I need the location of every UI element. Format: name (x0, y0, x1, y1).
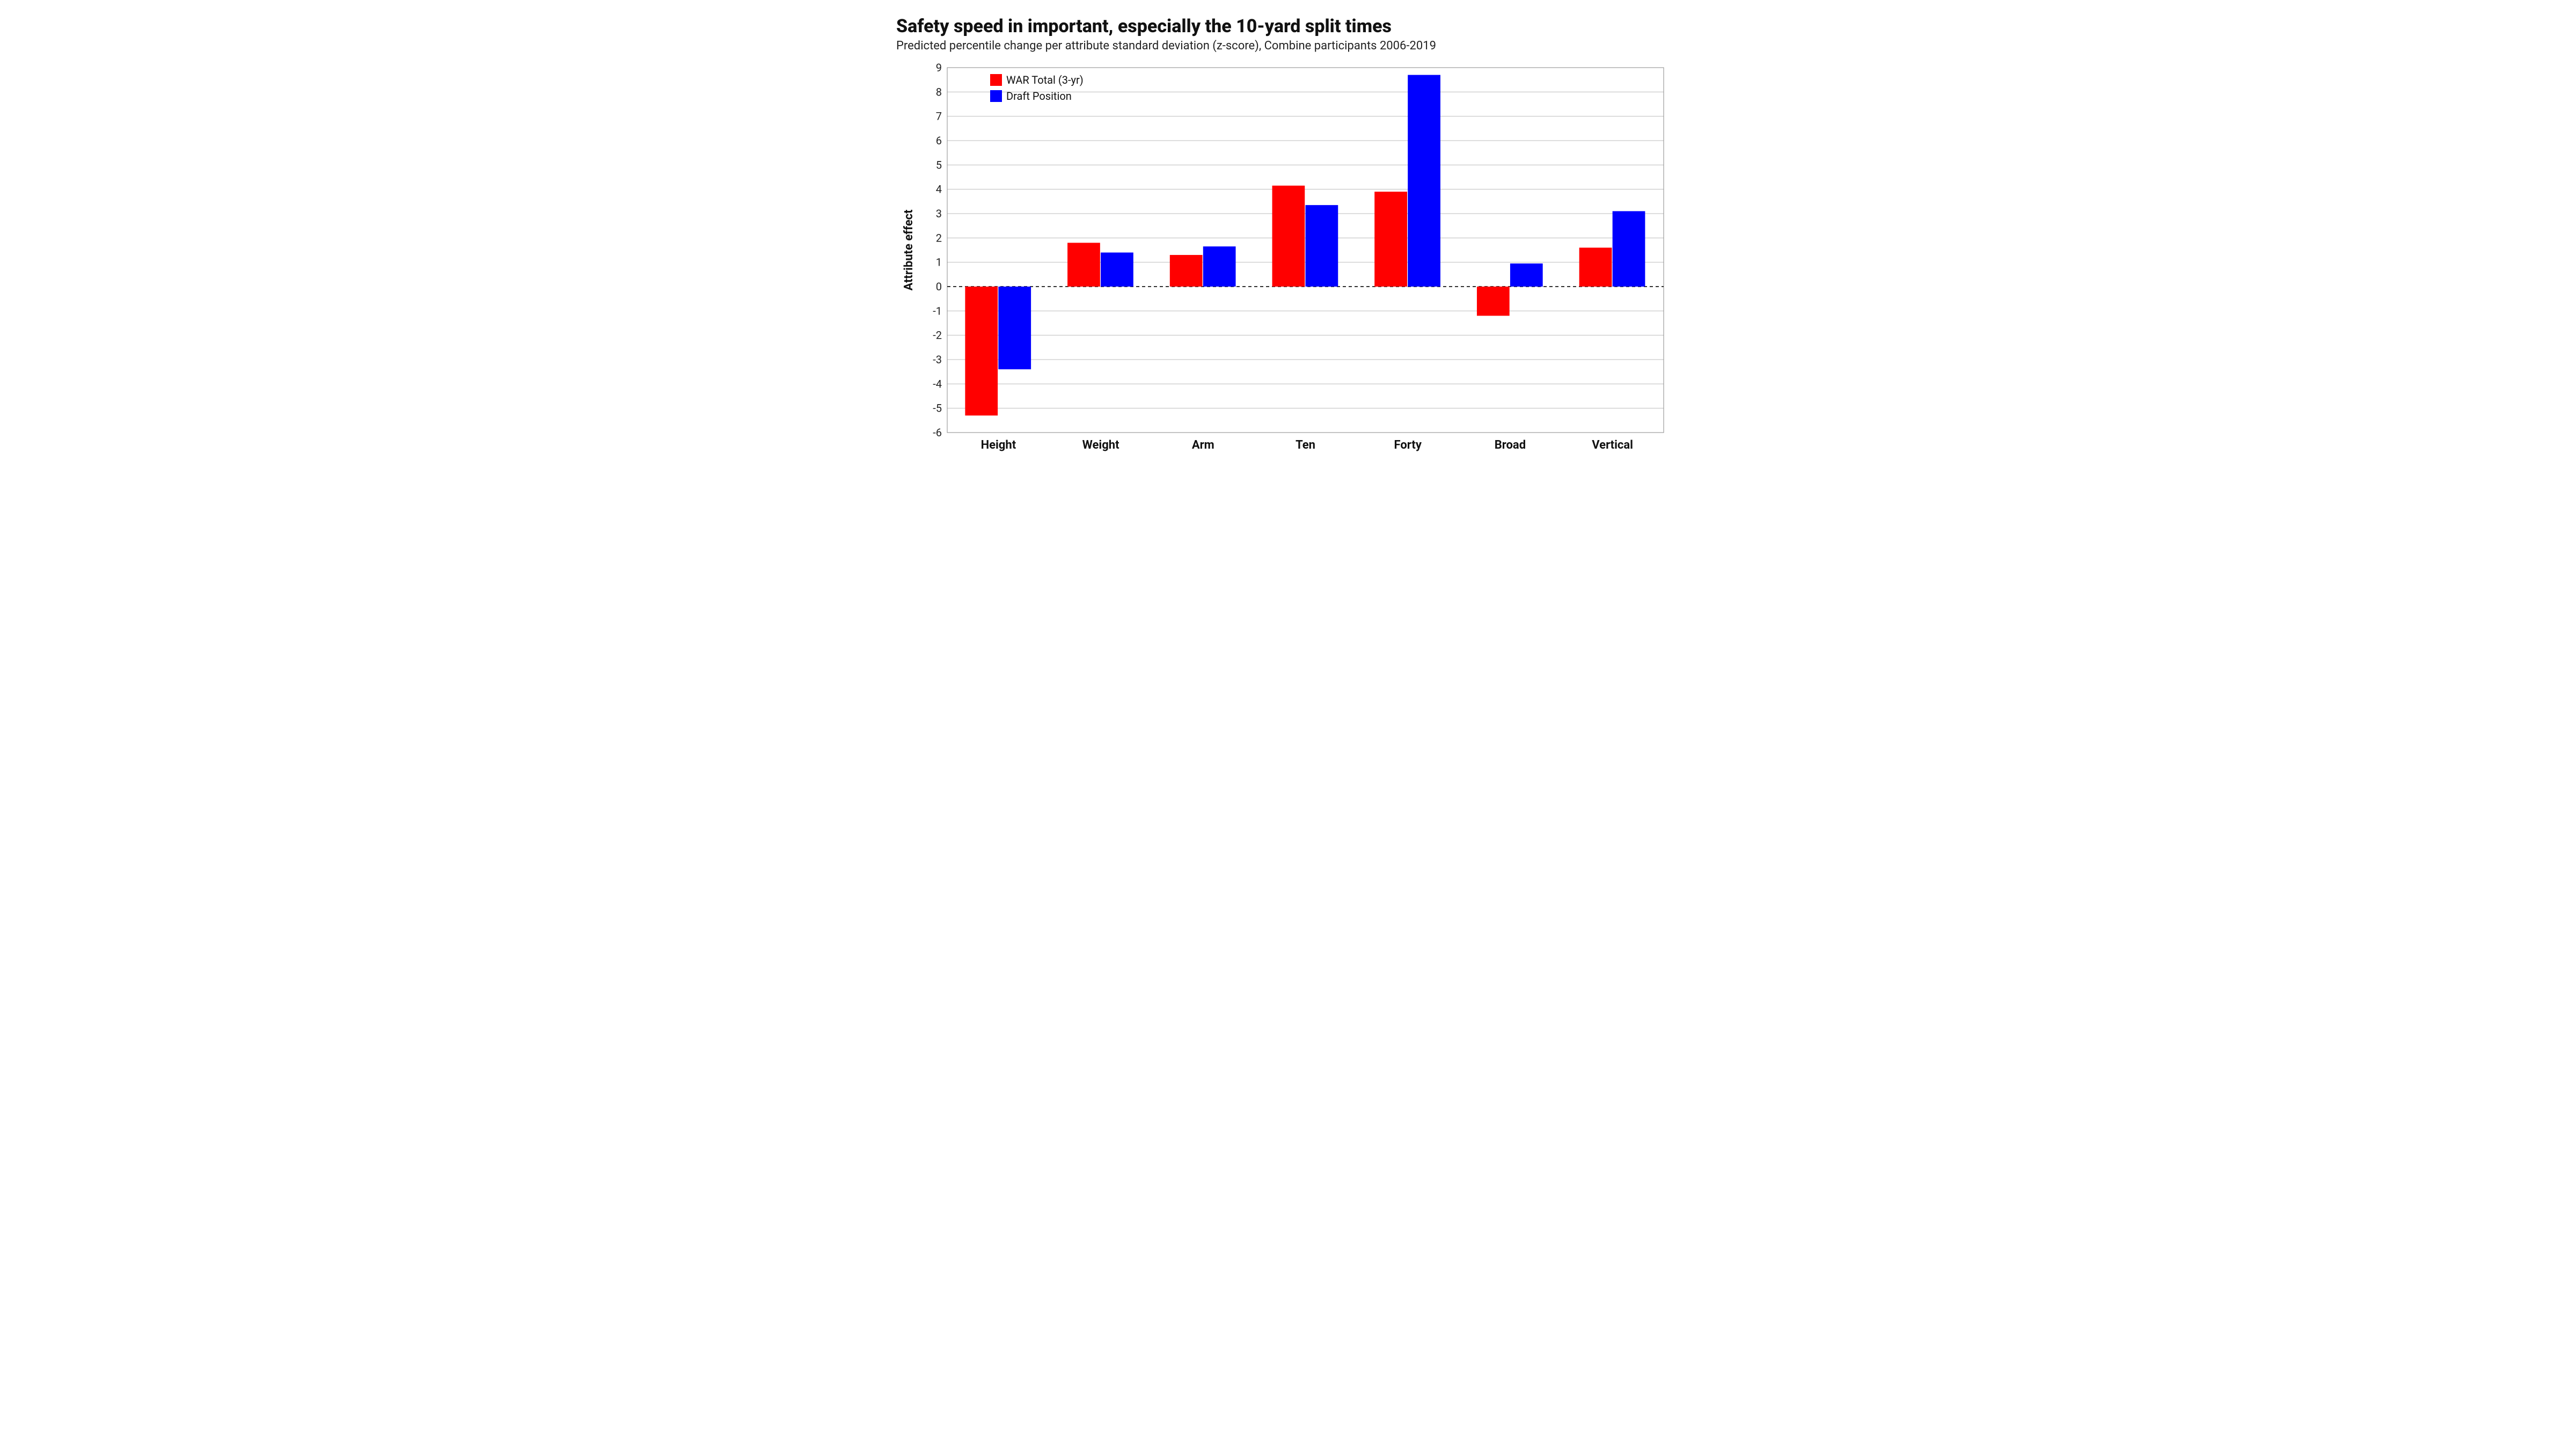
legend: WAR Total (3-yr) Draft Position (990, 74, 1084, 103)
legend-swatch (990, 90, 1002, 102)
plot-area: -6 -5 -4 -3 -2 -1 0 1 2 3 4 5 6 7 8 9 Height Weight Arm Ten… (896, 62, 1680, 459)
bar (1272, 186, 1305, 287)
svg-text:6: 6 (936, 134, 942, 147)
y-axis-title: Attribute effect (902, 209, 916, 291)
bar (1477, 287, 1510, 316)
legend-swatch (990, 74, 1002, 86)
bar (965, 287, 998, 415)
bar (1170, 255, 1203, 287)
bar (1510, 264, 1543, 287)
chart-subtitle: Predicted percentile change per attribut… (896, 39, 1680, 53)
svg-text:2: 2 (936, 231, 942, 244)
svg-text:-2: -2 (933, 329, 942, 342)
bar (1613, 211, 1645, 287)
svg-text:1: 1 (936, 256, 942, 269)
x-tick-label: Forty (1394, 438, 1422, 452)
bar (1579, 248, 1612, 287)
bar-chart: -6 -5 -4 -3 -2 -1 0 1 2 3 4 5 6 7 8 9 Height Weight Arm Ten… (896, 62, 1669, 459)
svg-text:-3: -3 (933, 353, 942, 366)
bar (1306, 205, 1338, 287)
x-tick-label: Height (981, 438, 1016, 452)
bar (1101, 253, 1133, 287)
svg-text:8: 8 (936, 85, 942, 98)
svg-text:5: 5 (936, 158, 942, 171)
chart-container: Safety speed in important, especially th… (896, 16, 1680, 459)
bar (1374, 192, 1407, 287)
svg-text:-4: -4 (933, 377, 942, 390)
legend-label: Draft Position (1006, 90, 1072, 103)
svg-text:0: 0 (936, 280, 942, 293)
svg-text:-5: -5 (933, 402, 942, 415)
svg-text:7: 7 (936, 110, 942, 123)
svg-text:4: 4 (936, 183, 942, 196)
x-tick-label: Broad (1495, 438, 1526, 452)
bar (1067, 243, 1100, 287)
svg-text:3: 3 (936, 207, 942, 220)
x-tick-label: Ten (1296, 438, 1315, 452)
svg-text:9: 9 (936, 62, 942, 74)
bar (1408, 75, 1440, 287)
chart-title: Safety speed in important, especially th… (896, 16, 1680, 37)
svg-text:-1: -1 (933, 304, 942, 317)
x-tick-label: Vertical (1592, 438, 1633, 452)
bar (998, 287, 1031, 369)
legend-label: WAR Total (3-yr) (1006, 74, 1084, 86)
x-tick-label: Weight (1082, 438, 1120, 452)
svg-text:-6: -6 (933, 426, 942, 439)
x-tick-label: Arm (1192, 438, 1214, 452)
bar (1203, 246, 1236, 287)
